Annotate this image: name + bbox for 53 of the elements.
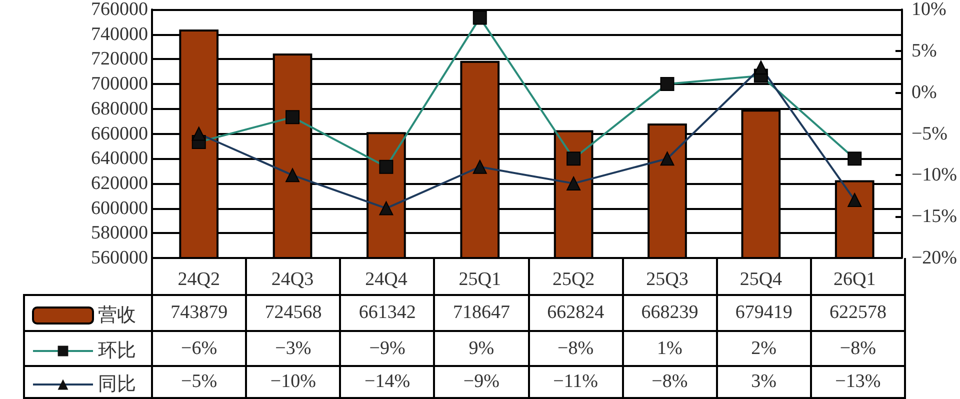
data-label: 724568 (264, 301, 323, 325)
data-label: 668239 (640, 301, 700, 325)
data-label: −10% (269, 370, 317, 394)
y2-tick-label: −20% (911, 248, 958, 268)
x-tick-label: 25Q1 (458, 269, 502, 290)
data-label: −9% (462, 370, 500, 394)
data-label: −13% (834, 370, 882, 394)
y2-tick-label: −5% (911, 123, 948, 144)
y-tick-label: 720000 (91, 48, 148, 70)
data-label: 718647 (452, 301, 511, 325)
data-label: 661342 (358, 301, 417, 325)
data-label: −3% (274, 336, 312, 360)
y-tick-label: 700000 (91, 74, 148, 95)
y-tick-label: 580000 (91, 222, 148, 244)
y2-tick-label: 5% (911, 40, 937, 62)
data-label: −14% (364, 370, 412, 394)
y-tick-label: 600000 (91, 198, 148, 219)
data-label: 1% (656, 336, 684, 360)
y-tick-label: 660000 (91, 123, 148, 144)
y2-tick-label: 0% (911, 82, 937, 103)
data-label: −5% (180, 370, 218, 394)
y-tick-label: 760000 (91, 0, 148, 20)
y2-tick-label: −10% (911, 164, 958, 186)
y2-tick-label: 10% (911, 0, 946, 20)
y-tick-label: 560000 (91, 248, 148, 268)
y-tick-label: 680000 (91, 98, 148, 120)
data-label: −8% (556, 336, 595, 360)
y-tick-label: 640000 (91, 148, 148, 170)
x-tick-label: 25Q3 (646, 269, 688, 290)
x-tick-label: 24Q4 (365, 269, 408, 290)
data-label: −9% (368, 336, 406, 360)
y2-tick-label: −15% (911, 206, 958, 228)
x-tick-label: 26Q1 (834, 269, 876, 290)
data-label: 662824 (546, 301, 606, 325)
data-label: −8% (838, 336, 877, 360)
data-label: 679419 (734, 301, 794, 325)
data-label: 743879 (170, 301, 229, 325)
x-tick-label: 25Q4 (740, 269, 783, 290)
data-label: 3% (750, 370, 778, 394)
y-tick-label: 620000 (91, 172, 148, 194)
x-tick-label: 25Q2 (552, 269, 595, 290)
x-tick-label: 24Q2 (178, 269, 220, 290)
data-label: 9% (468, 336, 496, 360)
legend-label: 环比 (98, 340, 136, 362)
x-tick-label: 24Q3 (271, 269, 314, 290)
data-label: −11% (552, 370, 599, 394)
data-label: −8% (650, 370, 689, 394)
legend-label: 同比 (98, 374, 136, 395)
data-label: −6% (180, 336, 218, 360)
legend-label: 营收 (98, 305, 136, 326)
y-tick-label: 740000 (91, 24, 148, 45)
data-label: 622578 (828, 301, 888, 325)
data-label: 2% (750, 336, 778, 360)
